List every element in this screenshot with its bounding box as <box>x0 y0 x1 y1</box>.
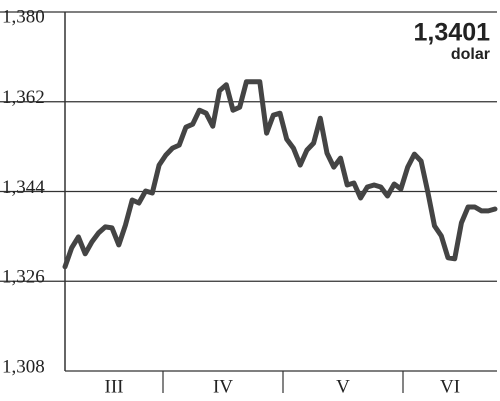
y-tick-label: 1,362 <box>2 87 45 108</box>
y-tick-label: 1,380 <box>2 6 45 27</box>
y-tick-label: 1,308 <box>2 356 45 377</box>
x-tick-label: IV <box>213 376 233 397</box>
x-tick-label: III <box>105 376 124 397</box>
last-value: 1,3401 <box>414 19 491 47</box>
y-tick-label: 1,344 <box>2 177 45 198</box>
y-tick-label: 1,326 <box>2 267 45 288</box>
x-tick-label: VI <box>440 376 460 397</box>
x-tick-label: V <box>336 376 350 397</box>
price-line <box>62 79 498 270</box>
unit-label: dolar <box>451 46 490 63</box>
